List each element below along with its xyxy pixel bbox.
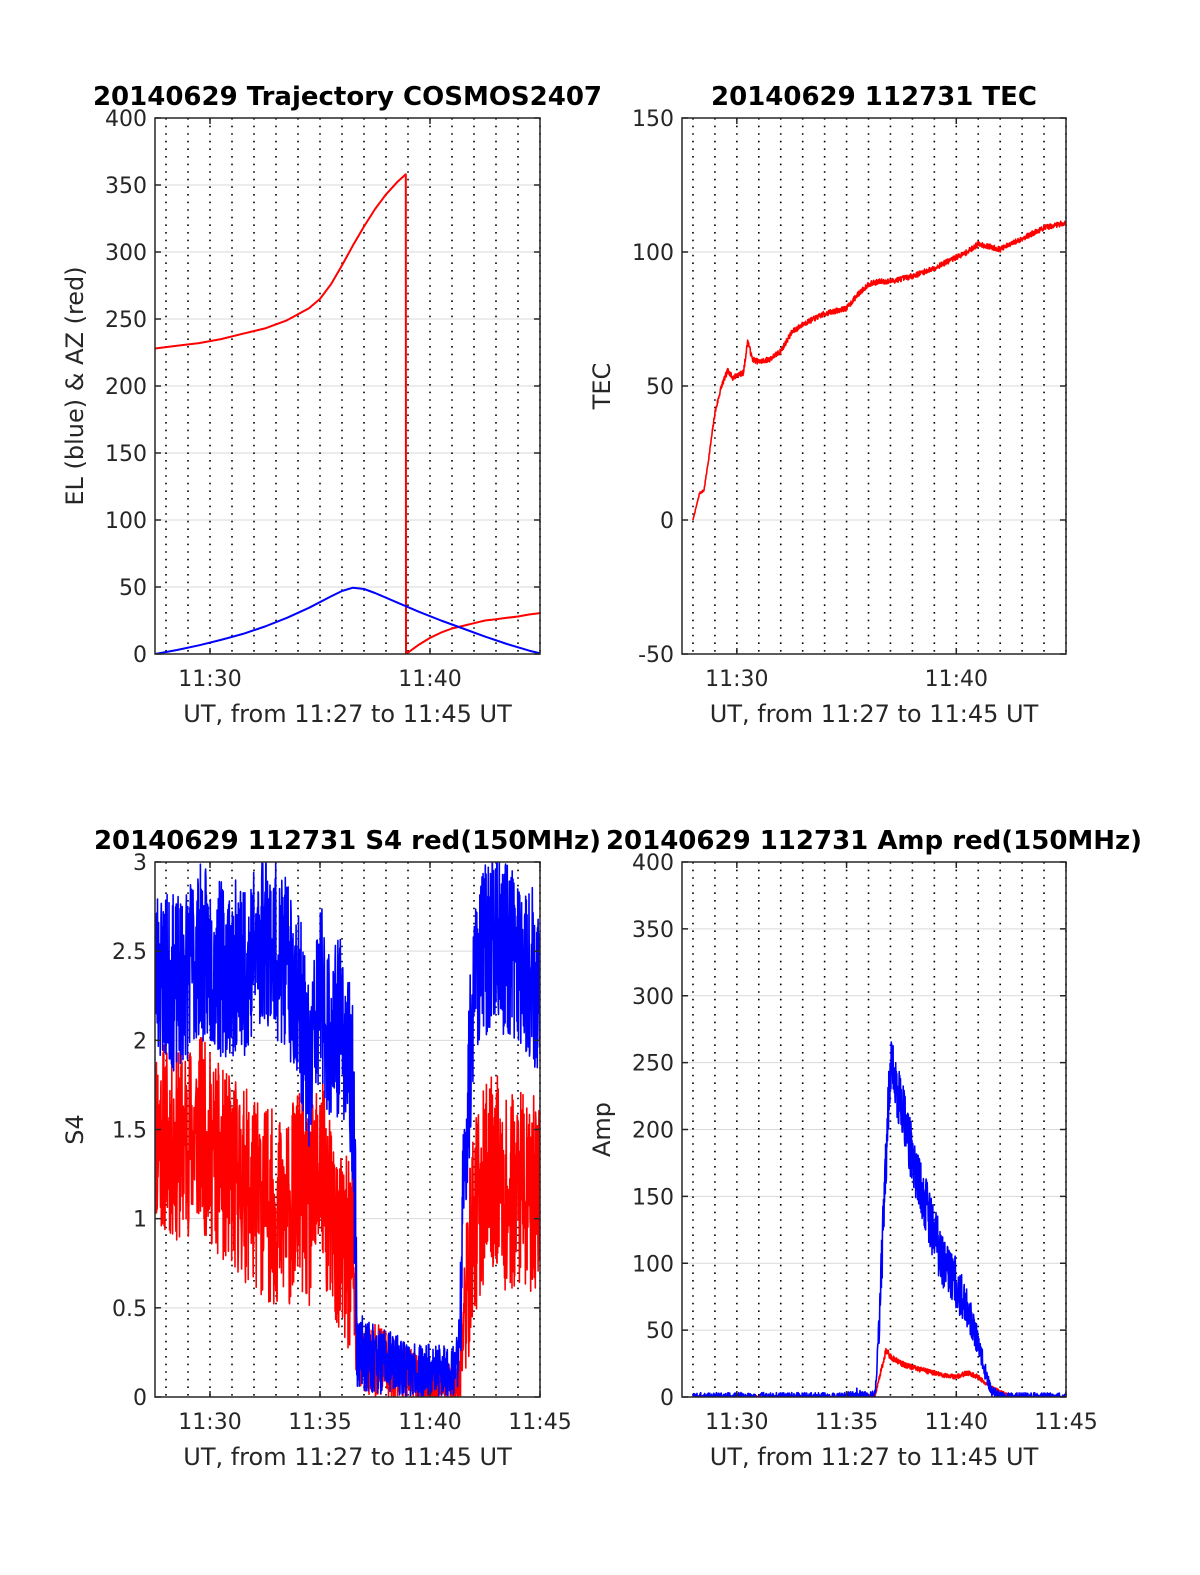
x-tick-label: 11:45 bbox=[508, 1410, 571, 1435]
y-tick-label: 0 bbox=[133, 643, 147, 668]
x-axis-label: UT, from 11:27 to 11:45 UT bbox=[183, 1443, 512, 1471]
series-line-blue bbox=[155, 586, 540, 654]
y-tick-label: 350 bbox=[105, 174, 147, 199]
x-tick-label: 11:40 bbox=[398, 1410, 461, 1435]
y-tick-label: 150 bbox=[632, 1185, 674, 1210]
chart-title: 20140629 112731 S4 red(150MHz) bbox=[94, 826, 601, 856]
chart-title: 20140629 112731 Amp red(150MHz) bbox=[606, 826, 1142, 856]
y-tick-label: 0 bbox=[660, 1386, 674, 1411]
y-axis-label: EL (blue) & AZ (red) bbox=[61, 266, 89, 505]
y-tick-label: 300 bbox=[632, 985, 674, 1010]
y-tick-label: 350 bbox=[632, 918, 674, 943]
y-tick-label: 0 bbox=[133, 1386, 147, 1411]
y-tick-label: 150 bbox=[105, 442, 147, 467]
y-tick-label: 2 bbox=[133, 1029, 147, 1054]
y-tick-label: 2.5 bbox=[112, 940, 147, 965]
y-axis-label: Amp bbox=[588, 1102, 616, 1157]
x-tick-label: 11:30 bbox=[705, 667, 768, 692]
y-tick-label: 1 bbox=[133, 1208, 147, 1233]
y-tick-label: 50 bbox=[119, 576, 147, 601]
y-tick-label: 50 bbox=[646, 375, 674, 400]
y-tick-label: 0 bbox=[660, 509, 674, 534]
chart-trajectory: 0 50 100 150 200 250 300 350 400 11:30 11:40 201406… bbox=[61, 82, 602, 728]
x-tick-label: 11:40 bbox=[925, 667, 988, 692]
y-tick-label: 300 bbox=[105, 241, 147, 266]
y-axis-label: S4 bbox=[61, 1114, 89, 1145]
y-tick-label: 400 bbox=[105, 107, 147, 132]
x-tick-label: 11:40 bbox=[925, 1410, 988, 1435]
y-tick-label: 100 bbox=[632, 1252, 674, 1277]
y-tick-label: 100 bbox=[632, 241, 674, 266]
y-tick-label: 200 bbox=[632, 1119, 674, 1144]
x-axis-label: UT, from 11:27 to 11:45 UT bbox=[183, 700, 512, 728]
y-tick-label: 3 bbox=[133, 851, 147, 876]
x-tick-label: 11:30 bbox=[705, 1410, 768, 1435]
y-tick-label: 250 bbox=[632, 1052, 674, 1077]
series-line-blue bbox=[692, 1041, 1066, 1397]
y-tick-label: 100 bbox=[105, 509, 147, 534]
chart-title: 20140629 Trajectory COSMOS2407 bbox=[93, 82, 602, 112]
chart-title: 20140629 112731 TEC bbox=[711, 82, 1037, 112]
x-tick-label: 11:30 bbox=[178, 667, 241, 692]
y-tick-label: 200 bbox=[105, 375, 147, 400]
series-line-red bbox=[155, 173, 540, 654]
y-tick-label: 150 bbox=[632, 107, 674, 132]
x-tick-label: 11:35 bbox=[815, 1410, 878, 1435]
y-axis-label: TEC bbox=[588, 363, 616, 411]
y-tick-label: 50 bbox=[646, 1319, 674, 1344]
x-tick-label: 11:40 bbox=[398, 667, 461, 692]
x-tick-label: 11:45 bbox=[1034, 1410, 1097, 1435]
y-tick-label: 0.5 bbox=[112, 1297, 147, 1322]
x-axis-label: UT, from 11:27 to 11:45 UT bbox=[710, 700, 1039, 728]
chart-s4: 0 0.5 1 1.5 2 2.5 3 11:30 11:35 11:40 11:45 2014062… bbox=[61, 826, 601, 1471]
y-tick-label: 250 bbox=[105, 308, 147, 333]
chart-amp: 0 50 100 150 200 250 300 350 400 11:30 11:35 11:40 1… bbox=[588, 826, 1142, 1471]
x-tick-label: 11:30 bbox=[178, 1410, 241, 1435]
series-line-red bbox=[155, 1037, 540, 1397]
series-line-red bbox=[692, 220, 1066, 521]
series-line-blue bbox=[155, 862, 540, 1397]
y-tick-label: -50 bbox=[638, 643, 674, 668]
y-tick-label: 400 bbox=[632, 851, 674, 876]
chart-tec: -50 0 50 100 150 11:30 11:40 20140629 112731 TE… bbox=[588, 82, 1067, 728]
x-tick-label: 11:35 bbox=[288, 1410, 351, 1435]
x-axis-label: UT, from 11:27 to 11:45 UT bbox=[710, 1443, 1039, 1471]
y-tick-label: 1.5 bbox=[112, 1119, 147, 1144]
